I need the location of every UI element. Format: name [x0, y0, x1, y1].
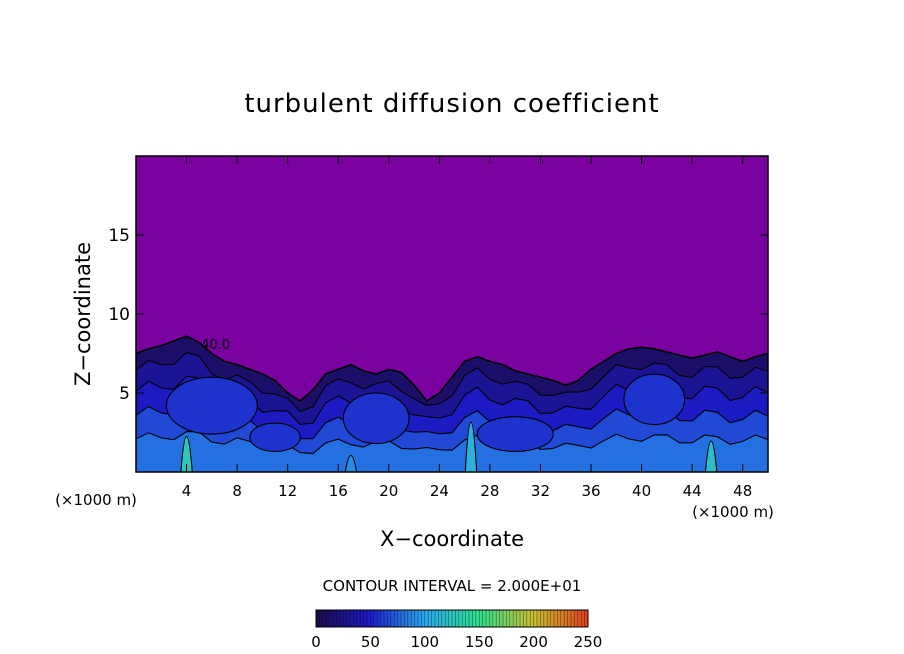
x-tick-label: 4 — [182, 482, 192, 500]
x-unit-right: (×1000 m) — [692, 503, 774, 521]
x-tick-label: 20 — [379, 482, 398, 500]
y-tick-label: 10 — [108, 305, 130, 325]
swirl-contour-1 — [165, 376, 258, 435]
high-value-core-1 — [180, 436, 193, 472]
x-tick-label: 8 — [232, 482, 242, 500]
x-tick-label: 44 — [683, 482, 702, 500]
contour-label: 40.0 — [201, 338, 230, 353]
swirl-contour-3 — [476, 416, 554, 453]
y-axis-label: Z−coordinate — [71, 242, 95, 386]
x-tick-label: 32 — [531, 482, 550, 500]
colorbar: 0 50 100 150 200 250 — [311, 609, 602, 651]
x-tick-label: 48 — [733, 482, 752, 500]
swirl-contour-2 — [342, 392, 410, 445]
colorbar-tick-label: 100 — [410, 633, 439, 651]
colorbar-stripes — [319, 610, 585, 627]
chart-title: turbulent diffusion coefficient — [244, 89, 659, 119]
colorbar-tick-label: 200 — [519, 633, 548, 651]
y-axis-ticks: 5 10 15 — [108, 226, 768, 404]
swirl-contour-5 — [249, 422, 301, 453]
y-tick-label: 5 — [119, 384, 130, 404]
colorbar-tick-label: 0 — [311, 633, 321, 651]
x-tick-label: 40 — [632, 482, 651, 500]
x-axis-label: X−coordinate — [380, 527, 524, 551]
colorbar-tick-label: 250 — [574, 633, 603, 651]
turbulent-layer: 40.0 — [136, 335, 768, 472]
swirl-contour-4 — [623, 373, 686, 426]
x-tick-label: 16 — [329, 482, 348, 500]
y-tick-label: 15 — [108, 226, 130, 246]
x-tick-label: 36 — [581, 482, 600, 500]
colorbar-frame — [315, 609, 589, 628]
high-value-core-2 — [464, 421, 478, 472]
contour-band-5 — [136, 431, 768, 472]
colorbar-tick-label: 150 — [465, 633, 494, 651]
x-unit-left: (×1000 m) — [55, 491, 137, 509]
colorbar-tick-label: 50 — [361, 633, 380, 651]
x-tick-label: 28 — [480, 482, 499, 500]
x-axis-ticks: 4 8 12 16 20 24 28 32 36 40 44 48 — [182, 156, 752, 500]
x-tick-label: 24 — [430, 482, 449, 500]
high-value-core-3 — [704, 440, 718, 472]
x-tick-label: 12 — [278, 482, 297, 500]
colorbar-ticks: 0 50 100 150 200 250 — [311, 633, 602, 651]
contour-interval-text: CONTOUR INTERVAL = 2.000E+01 — [323, 577, 582, 595]
